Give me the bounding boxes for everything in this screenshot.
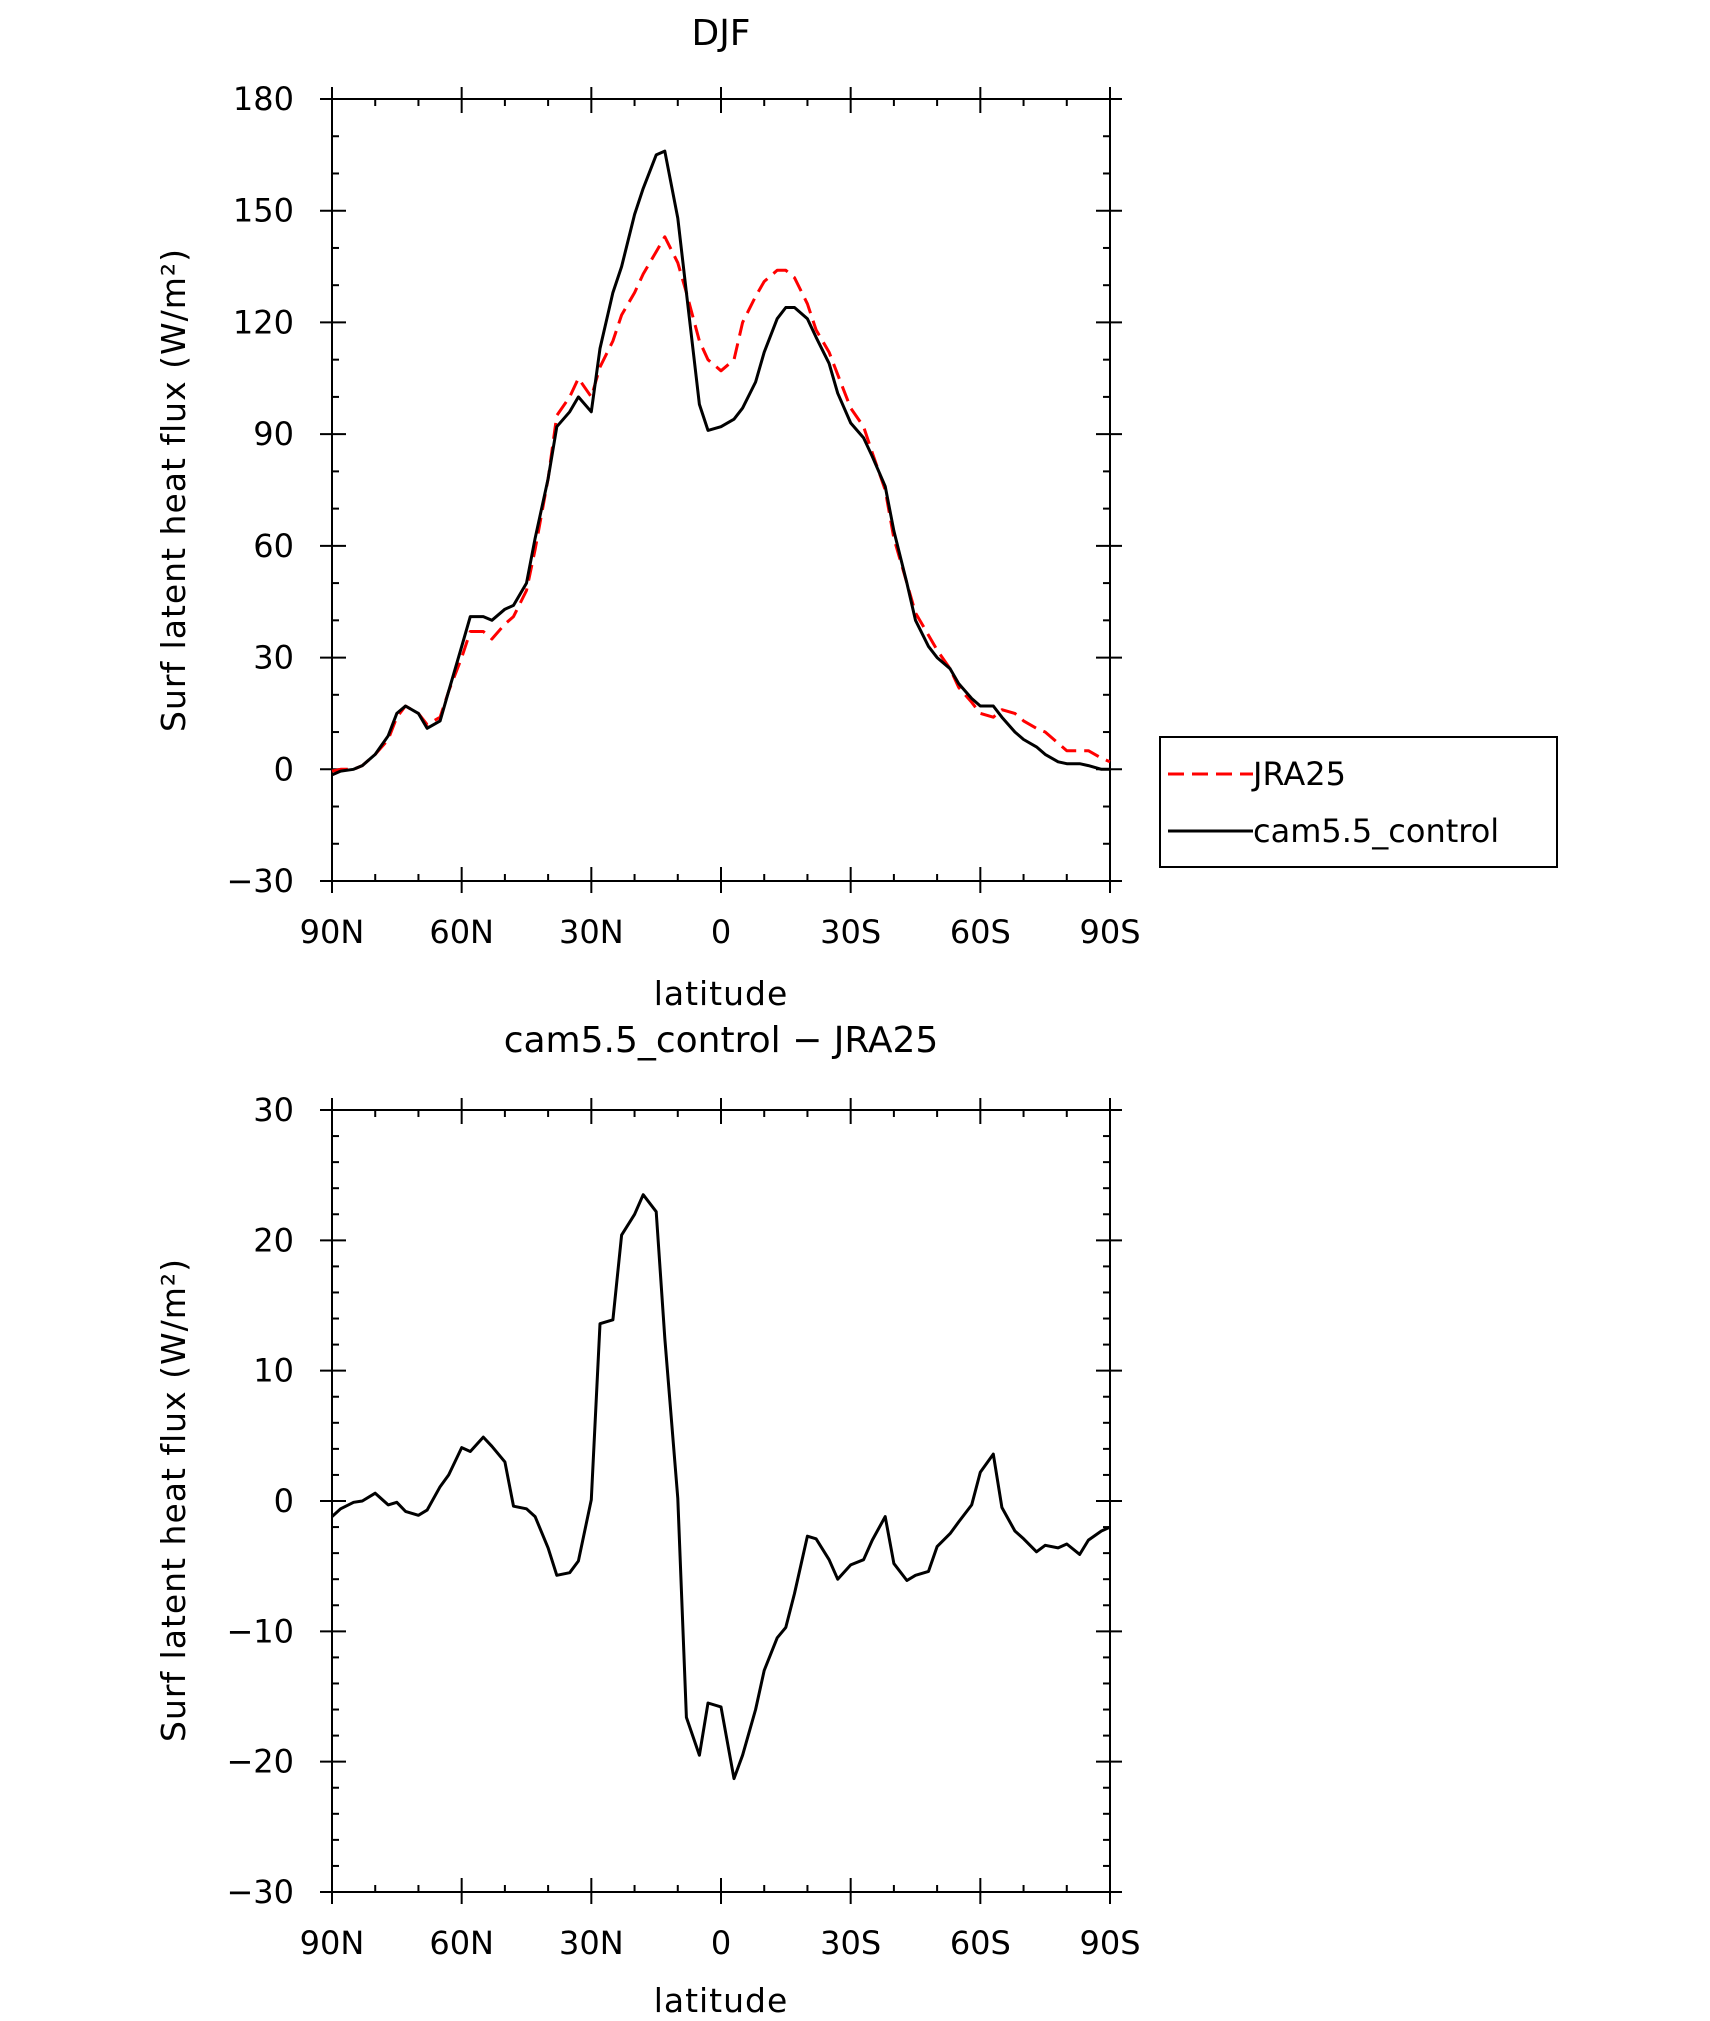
top-x-tick-label: 60N — [429, 913, 494, 951]
bottom-x-tick-label: 90S — [1079, 1924, 1140, 1962]
top-series-line-cam5-5-control — [331, 149, 1110, 777]
legend: JRA25 cam5.5_control — [1159, 736, 1558, 868]
top-x-tick-label: 30S — [820, 913, 881, 951]
bottom-y-axis-label: Surf latent heat flux (W/m²) — [154, 1258, 193, 1742]
top-x-tick-label: 90N — [300, 913, 365, 951]
bottom-x-tick-label: 90N — [300, 1924, 365, 1962]
top-axis-ticks — [320, 87, 1122, 893]
top-plot-frame — [331, 98, 1111, 882]
bottom-x-axis-label: latitude — [654, 1981, 789, 2020]
bottom-x-tick-label: 60N — [429, 1924, 494, 1962]
top-y-axis-label: Surf latent heat flux (W/m²) — [154, 248, 193, 732]
bottom-x-tick-label: 30N — [559, 1924, 624, 1962]
top-y-tick-label: −30 — [226, 862, 294, 900]
bottom-tick-labels: −30 −20 −10 0 10 20 30 90N 60N 30N 0 30S 60S 90S — [226, 1091, 1140, 1962]
top-y-tick-label: 90 — [253, 415, 294, 453]
bottom-series-lines — [330, 1193, 1111, 1781]
bottom-x-tick-label: 30S — [820, 1924, 881, 1962]
top-y-tick-label: 60 — [253, 527, 294, 565]
top-y-tick-label: 180 — [233, 80, 294, 118]
bottom-y-tick-label: 0 — [274, 1482, 294, 1520]
bottom-y-tick-label: −10 — [226, 1612, 294, 1650]
bottom-y-tick-label: −30 — [226, 1873, 294, 1911]
top-tick-labels: −30 0 30 60 90 120 150 180 90N 60N 30N 0 30S 60S 90S — [226, 80, 1140, 951]
top-y-tick-label: 120 — [233, 303, 294, 341]
bottom-series-line-difference — [330, 1193, 1111, 1781]
bottom-plot-frame — [331, 1109, 1111, 1893]
bottom-chart-panel: cam5.5_control − JRA25 −30 −20 −10 0 10 20 30 9… — [154, 1020, 1141, 2020]
bottom-x-tick-label: 60S — [950, 1924, 1011, 1962]
bottom-x-tick-label: 0 — [711, 1924, 731, 1962]
top-x-tick-label: 60S — [950, 913, 1011, 951]
top-y-tick-label: 30 — [253, 639, 294, 677]
legend-box — [1159, 736, 1558, 868]
bottom-y-tick-label: 10 — [253, 1352, 294, 1390]
legend-label-jra25: JRA25 — [1251, 755, 1346, 793]
top-y-tick-label: 0 — [274, 750, 294, 788]
top-x-tick-label: 0 — [711, 913, 731, 951]
legend-label-cam55-control: cam5.5_control — [1253, 812, 1499, 850]
top-x-tick-label: 90S — [1079, 913, 1140, 951]
top-chart-panel: DJF −30 0 30 60 90 120 150 180 90N 60N 30N 0 30S 60S 9… — [154, 13, 1558, 1013]
top-chart-title: DJF — [691, 13, 750, 54]
bottom-y-tick-label: −20 — [226, 1743, 294, 1781]
bottom-y-tick-label: 20 — [253, 1221, 294, 1259]
top-x-axis-label: latitude — [654, 974, 789, 1013]
top-x-tick-label: 30N — [559, 913, 624, 951]
bottom-chart-title: cam5.5_control − JRA25 — [504, 1020, 939, 1061]
top-y-tick-label: 150 — [233, 192, 294, 230]
top-series-lines — [331, 149, 1111, 777]
top-series-line-jra25 — [331, 235, 1111, 773]
bottom-y-tick-label: 30 — [253, 1091, 294, 1129]
